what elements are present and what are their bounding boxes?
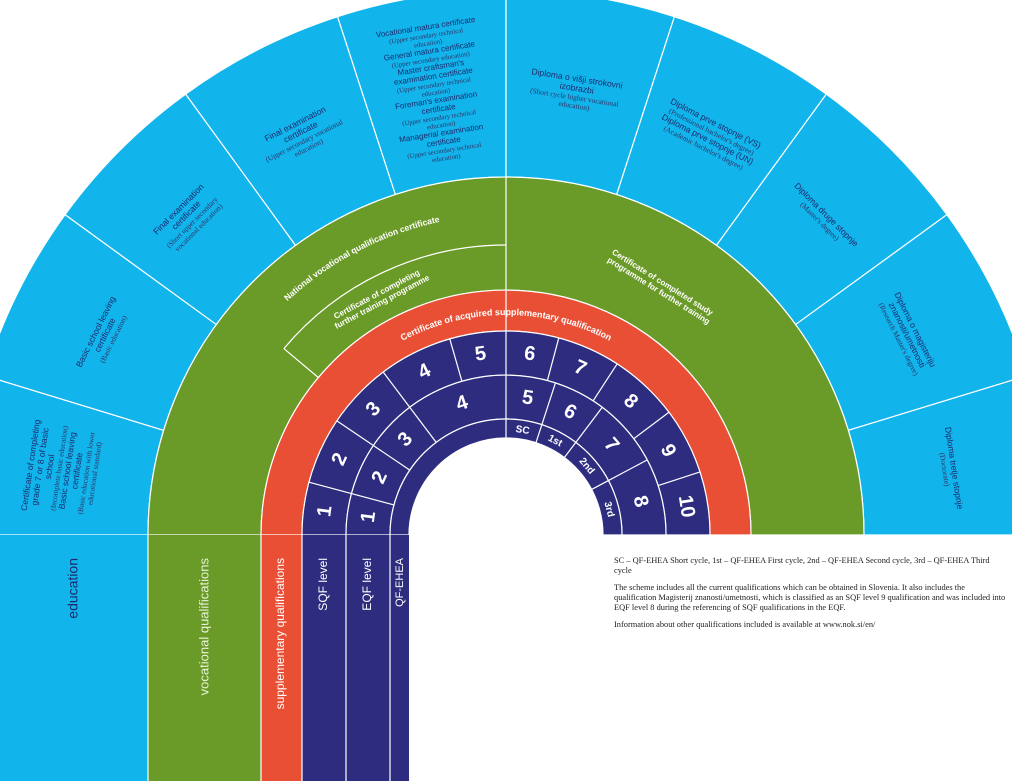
legend-vocational-column xyxy=(148,535,261,781)
divider xyxy=(373,445,411,471)
legend-supplementary-column xyxy=(261,535,302,781)
legend-qf-ehea: QF-EHEA xyxy=(394,557,406,607)
eqf-level: 8 xyxy=(629,493,653,509)
divider xyxy=(535,424,543,443)
sqf-level: 10 xyxy=(674,494,699,519)
divider xyxy=(283,348,319,378)
text-line: education) xyxy=(421,87,450,98)
note: SC – QF-EHEA Short cycle, 1st – QF-EHEA … xyxy=(614,556,990,576)
divider xyxy=(563,441,577,458)
legend-eqf: EQF level xyxy=(360,558,374,611)
divider xyxy=(541,382,557,425)
text-line: education) xyxy=(413,38,442,49)
sqf-level: 1 xyxy=(313,504,336,518)
divider xyxy=(546,337,560,381)
divider xyxy=(308,481,352,495)
divider xyxy=(283,244,507,349)
legend-eqf-column xyxy=(346,535,390,781)
note: The scheme includes all the current qual… xyxy=(614,583,1006,613)
divider xyxy=(633,411,670,440)
notes: SC – QF-EHEA Short cycle, 1st – QF-EHEA … xyxy=(614,556,1006,637)
legend-sqf: SQF level xyxy=(316,558,330,611)
legend-sqf-column xyxy=(302,535,346,781)
divider xyxy=(591,480,609,490)
divider xyxy=(592,363,618,402)
divider xyxy=(449,338,463,382)
eqf-level: 5 xyxy=(520,386,534,409)
divider xyxy=(409,406,437,443)
text-line: education) xyxy=(426,120,455,131)
qf-ehea-cycle: 3rd xyxy=(601,501,615,519)
legend-qf-column xyxy=(390,535,409,781)
rings: Certificate of completing grade 7 or 8 o… xyxy=(0,0,1012,536)
qf-ring xyxy=(389,418,623,536)
divider xyxy=(351,493,395,506)
legend-supplementary: supplementary qualifications xyxy=(273,558,287,709)
text-line: education) xyxy=(432,152,461,163)
label-block: Certificate of completing grade 7 or 8 o… xyxy=(19,416,103,514)
divider xyxy=(575,406,603,443)
legend-vocational: vocational qualifications xyxy=(196,558,211,696)
legend-education-column xyxy=(0,535,148,781)
qf-ehea-cycle: SC xyxy=(515,424,530,437)
sqf-level: 5 xyxy=(474,342,488,365)
divider xyxy=(382,371,411,408)
note: Information about other qualifications i… xyxy=(614,620,876,630)
divider xyxy=(608,459,648,482)
legend-separators xyxy=(147,535,391,781)
legend-education: education xyxy=(65,558,81,619)
eqf-level: 1 xyxy=(357,510,380,524)
divider xyxy=(657,471,701,487)
sqf-level: 6 xyxy=(523,342,537,365)
divider xyxy=(336,420,374,447)
text-line: school xyxy=(43,454,57,480)
